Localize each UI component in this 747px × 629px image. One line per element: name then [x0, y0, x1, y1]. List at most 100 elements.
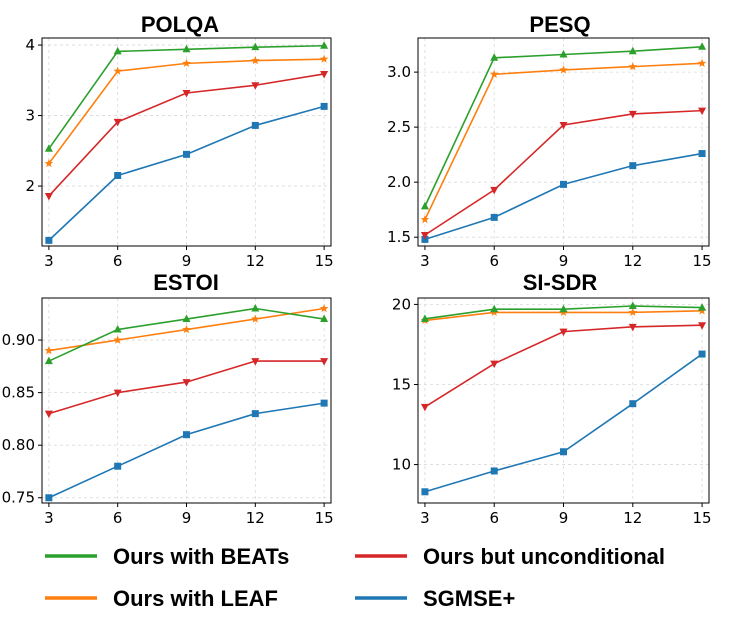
data-point-ours-but-unconditional — [628, 323, 637, 332]
series-line-sgmse — [424, 353, 703, 493]
y-tick-label: 4 — [25, 36, 35, 54]
x-tick-label: 12 — [623, 509, 642, 527]
data-point-ours-but-unconditional — [698, 107, 707, 116]
data-point-ours-with-leaf — [251, 56, 260, 65]
x-tick-label: 15 — [693, 252, 712, 270]
data-point-ours-with-beats — [320, 314, 329, 323]
data-point-ours-but-unconditional — [490, 360, 499, 369]
data-point-sgmse — [698, 350, 706, 358]
data-point-ours-but-unconditional — [44, 192, 53, 201]
data-point-ours-with-beats — [320, 41, 329, 49]
data-point-ours-but-unconditional — [113, 389, 122, 398]
x-tick-label: 15 — [315, 509, 334, 527]
data-point-ours-with-beats — [698, 303, 707, 311]
data-point-ours-but-unconditional — [559, 121, 568, 130]
data-point-ours-but-unconditional — [698, 322, 707, 330]
x-tick-label: 15 — [315, 252, 334, 270]
chart-title-si-sdr: SI-SDR — [523, 270, 598, 295]
y-tick-label: 0.85 — [2, 384, 35, 402]
legend: Ours with BEATs Ours but unconditional Our… — [45, 544, 665, 611]
legend-label-ours-with-leaf: Ours with LEAF — [113, 586, 278, 611]
x-tick-label: 15 — [693, 509, 712, 527]
chart-title-estoi: ESTOI — [153, 270, 219, 295]
y-tick-label: 15 — [392, 375, 411, 393]
x-tick-label: 12 — [246, 509, 265, 527]
data-point-sgmse — [560, 180, 567, 188]
x-tick-label: 3 — [420, 509, 430, 527]
data-point-ours-but-unconditional — [113, 118, 122, 127]
x-tick-label: 6 — [489, 252, 499, 270]
data-point-ours-but-unconditional — [559, 328, 568, 337]
x-tick-label: 12 — [623, 252, 642, 270]
data-point-ours-with-leaf — [489, 69, 499, 78]
x-tick-label: 6 — [489, 509, 499, 527]
x-tick-label: 3 — [44, 252, 54, 270]
x-tick-label: 6 — [113, 509, 123, 527]
data-point-sgmse — [251, 121, 259, 129]
data-point-sgmse — [629, 162, 637, 170]
panel-si-sdr: SI-SDR 3 6 9 12 15 10 15 20 — [392, 270, 712, 527]
legend-label-ours-with-beats: Ours with BEATs — [113, 544, 289, 569]
y-tick-label: 1.5 — [387, 228, 411, 246]
panel-polqa: POLQA 3 6 9 12 15 2 3 4 — [25, 12, 333, 270]
data-point-ours-with-beats — [113, 46, 122, 55]
y-tick-label: 2.0 — [387, 173, 411, 191]
data-point-ours-with-beats — [44, 356, 53, 365]
data-point-sgmse — [183, 150, 190, 158]
data-point-ours-but-unconditional — [320, 70, 329, 79]
y-tick-label: 20 — [392, 295, 411, 313]
data-point-ours-with-leaf — [113, 66, 122, 75]
data-point-ours-with-leaf — [182, 58, 191, 68]
x-tick-label: 9 — [559, 509, 569, 527]
data-point-ours-with-beats — [490, 304, 499, 313]
data-point-sgmse — [490, 213, 498, 221]
data-point-ours-with-beats — [628, 301, 637, 310]
y-tick-label: 2 — [25, 177, 35, 195]
data-point-ours-with-beats — [113, 325, 122, 333]
x-tick-label: 9 — [559, 252, 569, 270]
legend-entry-ours-but-unconditional: Ours but unconditional — [355, 544, 665, 569]
y-tick-label: 3.0 — [387, 63, 411, 81]
data-point-ours-but-unconditional — [490, 186, 499, 195]
data-point-sgmse — [320, 399, 328, 407]
data-point-sgmse — [45, 236, 53, 244]
data-point-ours-with-beats — [420, 314, 429, 322]
data-point-sgmse — [114, 462, 122, 470]
data-point-ours-with-leaf — [420, 215, 430, 224]
data-point-ours-with-leaf — [251, 314, 260, 323]
y-tick-label: 10 — [392, 456, 411, 474]
y-tick-label: 0.90 — [2, 331, 35, 349]
data-point-ours-with-beats — [698, 42, 707, 50]
data-point-ours-with-leaf — [44, 346, 54, 355]
data-point-sgmse — [251, 410, 259, 418]
data-point-ours-with-leaf — [628, 307, 638, 317]
data-point-ours-with-leaf — [559, 65, 568, 74]
data-point-ours-with-leaf — [44, 159, 54, 168]
legend-entry-ours-with-beats: Ours with BEATs — [45, 544, 289, 569]
data-point-ours-but-unconditional — [420, 231, 429, 240]
chart-title-polqa: POLQA — [141, 12, 219, 37]
data-point-ours-but-unconditional — [420, 403, 429, 412]
panel-estoi: ESTOI 3 6 9 12 15 0.75 0.80 0.85 0.90 — [2, 270, 334, 527]
data-point-ours-with-beats — [420, 201, 429, 210]
data-point-sgmse — [114, 171, 122, 179]
chart-title-pesq: PESQ — [529, 12, 590, 37]
data-point-ours-but-unconditional — [251, 358, 260, 366]
panel-pesq: PESQ 3 6 9 12 15 1.5 2.0 2.5 3.0 — [387, 12, 711, 270]
data-point-ours-with-beats — [182, 314, 191, 323]
x-tick-label: 12 — [246, 252, 265, 270]
data-point-sgmse — [629, 400, 637, 408]
data-point-ours-but-unconditional — [320, 358, 329, 366]
data-point-ours-but-unconditional — [182, 89, 191, 98]
data-point-ours-with-leaf — [628, 62, 638, 71]
data-point-ours-with-leaf — [319, 304, 329, 313]
legend-entry-sgmse: SGMSE+ — [355, 586, 515, 611]
data-point-sgmse — [45, 494, 53, 502]
x-tick-label: 3 — [44, 509, 54, 527]
y-tick-label: 2.5 — [387, 118, 411, 136]
data-point-ours-with-leaf — [182, 325, 191, 334]
legend-entry-ours-with-leaf: Ours with LEAF — [45, 586, 278, 611]
data-point-ours-with-beats — [628, 46, 637, 55]
y-tick-label: 0.75 — [2, 489, 35, 507]
